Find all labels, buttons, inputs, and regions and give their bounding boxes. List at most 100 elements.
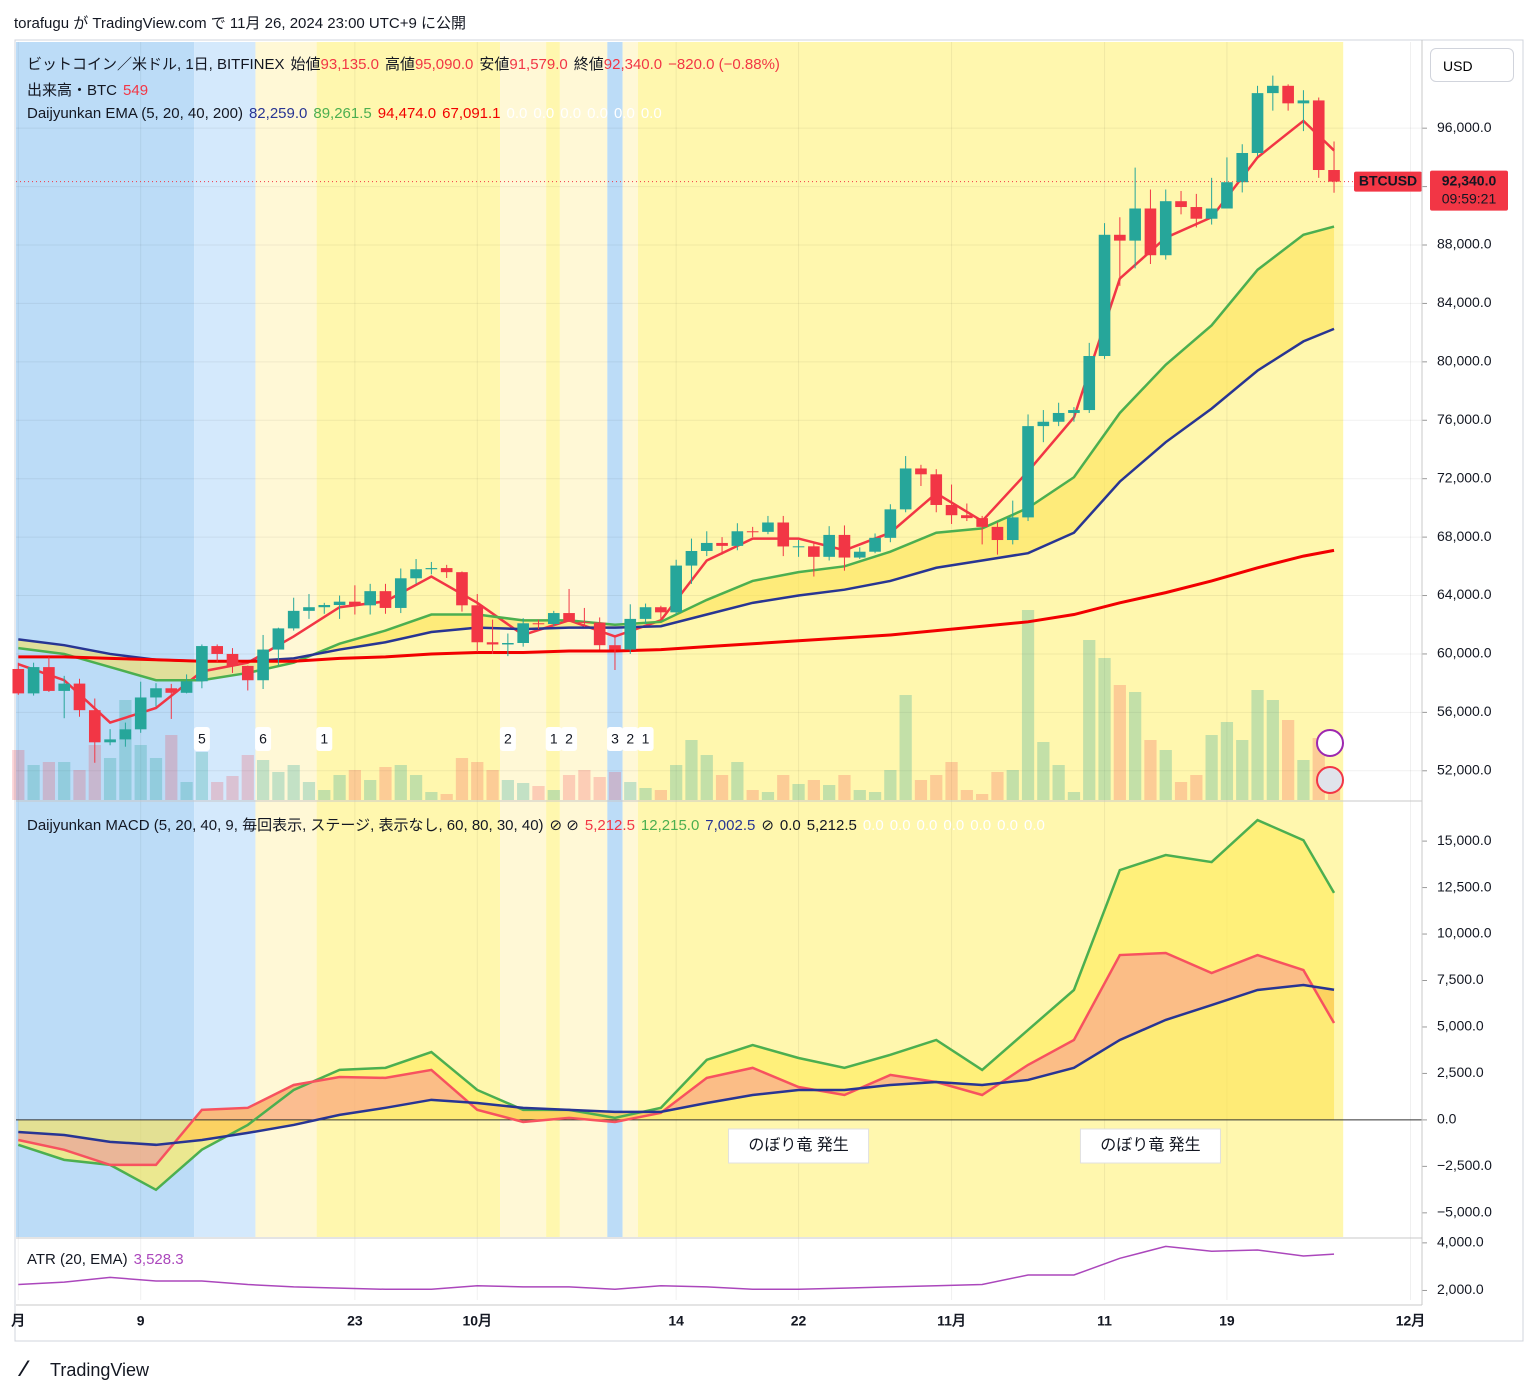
volume-bar: [318, 790, 331, 800]
volume-bar: [562, 775, 576, 800]
x-tick-label: 11月: [937, 1313, 966, 1329]
candle-body: [1098, 234, 1111, 357]
candle-body: [517, 623, 529, 643]
candle-body: [762, 522, 774, 532]
volume-bar: [1037, 742, 1050, 800]
volume-bar: [302, 782, 316, 800]
volume-bar: [1006, 770, 1019, 800]
candle-body: [1221, 182, 1233, 209]
y-tick-label: 64,000.0: [1437, 586, 1492, 602]
volume-bar: [1297, 760, 1310, 800]
y-tick-label: 7,500.0: [1437, 971, 1484, 987]
ema-line: [18, 225, 1335, 682]
legend-value: 91,579.0: [509, 56, 568, 73]
legend-value: 5,212.5: [584, 817, 635, 834]
y-tick-label: 84,000.0: [1437, 294, 1492, 310]
legend-value: 0.0: [533, 105, 555, 122]
stage-marker: 6: [259, 731, 267, 747]
candle-body: [792, 546, 805, 548]
candle-body: [303, 607, 315, 611]
volume-bar: [134, 745, 147, 800]
candle-body: [624, 618, 637, 650]
candle-body: [808, 546, 820, 557]
volume-bar: [1251, 690, 1264, 800]
volume-bar: [12, 750, 25, 800]
candle-body: [119, 729, 132, 740]
volume-bar: [532, 786, 545, 800]
candle-body: [1114, 234, 1126, 241]
candle-body: [27, 667, 40, 694]
volume-bar: [1129, 692, 1142, 800]
candle-body: [1236, 152, 1249, 183]
candle-body: [486, 642, 499, 645]
symbol-tag: [1354, 171, 1422, 192]
x-tick-label: 14: [668, 1313, 684, 1329]
y-tick-label: 52,000.0: [1437, 761, 1492, 777]
legend-value: 3,528.3: [133, 1251, 184, 1268]
candle-body: [410, 569, 422, 579]
stage-marker-box: [316, 727, 333, 751]
volume-bar: [471, 762, 484, 800]
area-fill: [18, 820, 1335, 1190]
stage-marker: 3: [611, 731, 619, 747]
legend-icon: ⊘ ⊘: [549, 817, 579, 834]
candle-body: [211, 646, 223, 654]
y-tick-label: 80,000.0: [1437, 353, 1492, 369]
candle-body: [287, 610, 300, 629]
currency-button[interactable]: USD: [1430, 48, 1514, 82]
candle-body: [991, 526, 1004, 541]
legend-value: 0.0: [997, 817, 1018, 834]
candle-body: [333, 601, 346, 606]
volume-bar: [348, 770, 361, 800]
area-fill: [18, 952, 1335, 1165]
legend-value: 12,215.0: [640, 817, 700, 834]
volume-bar: [547, 790, 560, 800]
candle-body: [961, 515, 973, 519]
volume-bar: [976, 794, 989, 800]
x-tick-label: 9: [137, 1313, 145, 1329]
legend-value: 94,474.0: [377, 105, 437, 122]
volume-bar: [1220, 722, 1234, 800]
legend-value: 0.0: [560, 105, 582, 122]
volume-bar: [333, 775, 346, 800]
candle-body: [869, 537, 881, 552]
volume-bar: [1236, 740, 1249, 800]
event-icon[interactable]: [1316, 729, 1344, 757]
candle-body: [196, 646, 208, 682]
volume-bar: [1190, 775, 1203, 800]
stage-marker-box: [255, 727, 272, 751]
legend-value: 0.0: [916, 817, 938, 834]
candle-body: [165, 688, 178, 693]
legend-value: 5,212.5: [806, 817, 857, 834]
x-tick-label: 22: [791, 1313, 807, 1329]
symbol-tag-text: BTCUSD: [1359, 172, 1417, 188]
legend-value: 7,002.5: [705, 817, 756, 834]
candle-body: [1068, 410, 1080, 413]
x-tick-label: 23: [347, 1313, 363, 1329]
volume-bar: [578, 770, 591, 800]
candle-body: [700, 542, 713, 551]
stage-marker-box: [606, 727, 623, 751]
volume-bar: [379, 767, 392, 800]
stage-marker: 2: [504, 731, 512, 747]
legend-icon: ⊘: [761, 817, 774, 834]
candle-body: [1267, 85, 1279, 94]
volume-bar: [501, 780, 514, 800]
indicator-line: [18, 1245, 1335, 1291]
y-tick-label: 56,000.0: [1437, 703, 1492, 719]
volume-bar: [1266, 700, 1279, 800]
event-icon[interactable]: [1316, 766, 1344, 794]
volume-bar: [1205, 735, 1218, 800]
y-tick-label: 12,500.0: [1437, 878, 1492, 894]
volume-bar: [899, 695, 912, 800]
candle-body: [670, 565, 682, 613]
candle-body: [593, 622, 606, 646]
candle-body: [838, 534, 851, 558]
candle-body: [976, 518, 988, 527]
volume-bar: [685, 740, 698, 800]
volume-bar: [823, 785, 836, 800]
candle-body: [639, 607, 652, 619]
volume-bar: [272, 772, 285, 800]
volume-bar: [1282, 720, 1295, 800]
stage-band: [316, 42, 501, 1237]
